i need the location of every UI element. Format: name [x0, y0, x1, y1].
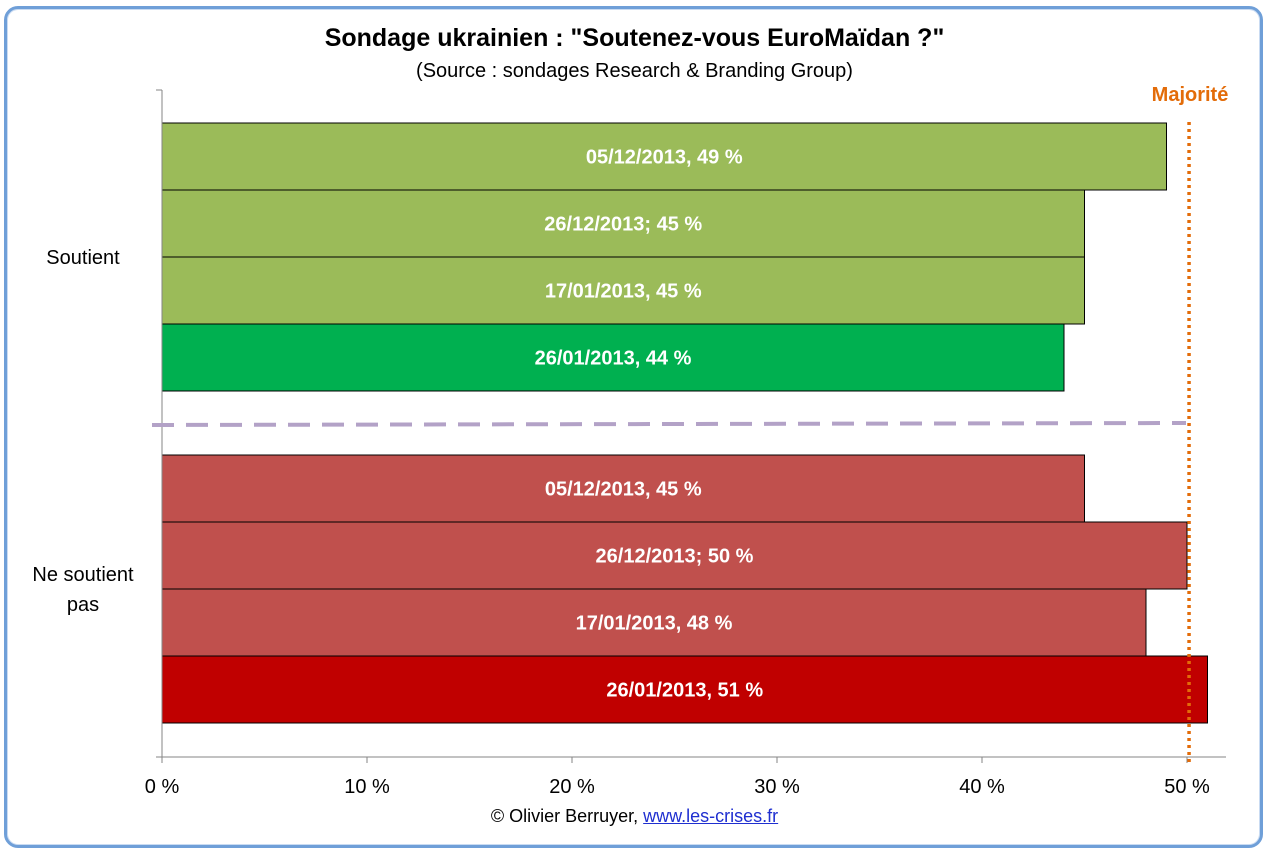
bar-data-label: 26/01/2013, 51 %	[606, 680, 763, 702]
bar-data-label: 26/12/2013; 45 %	[544, 214, 702, 236]
x-tick-label: 0 %	[145, 776, 180, 798]
bar-data-label: 05/12/2013, 49 %	[586, 147, 743, 169]
bar-data-label: 26/01/2013, 44 %	[535, 348, 692, 370]
category-label: Ne soutient pas	[32, 564, 134, 616]
bar	[161, 323, 1065, 392]
bar	[161, 122, 1167, 191]
bar-data-label: 05/12/2013, 45 %	[545, 479, 702, 501]
x-tick-label: 40 %	[959, 776, 1005, 798]
x-tick-label: 30 %	[754, 776, 800, 798]
credit-link[interactable]: www.les-crises.fr	[643, 806, 779, 826]
bar-data-label: 17/01/2013, 45 %	[545, 281, 702, 303]
group-separator	[151, 421, 1187, 427]
x-tick-label: 10 %	[344, 776, 390, 798]
bar-data-label: 17/01/2013, 48 %	[576, 613, 733, 635]
category-label: Soutient	[46, 247, 120, 269]
credit-line: © Olivier Berruyer, www.les-crises.fr	[0, 806, 1269, 827]
chart-title: Sondage ukrainien : "Soutenez-vous EuroM…	[324, 24, 945, 52]
credit-author: © Olivier Berruyer,	[490, 806, 639, 826]
bar	[161, 655, 1208, 724]
bar	[161, 521, 1188, 590]
x-tick-label: 50 %	[1164, 776, 1210, 798]
majority-label: Majorité	[1152, 84, 1229, 106]
bar	[161, 588, 1147, 657]
chart-subtitle: (Source : sondages Research & Branding G…	[416, 60, 853, 82]
bar-data-label: 26/12/2013; 50 %	[596, 546, 754, 568]
x-tick-label: 20 %	[549, 776, 595, 798]
